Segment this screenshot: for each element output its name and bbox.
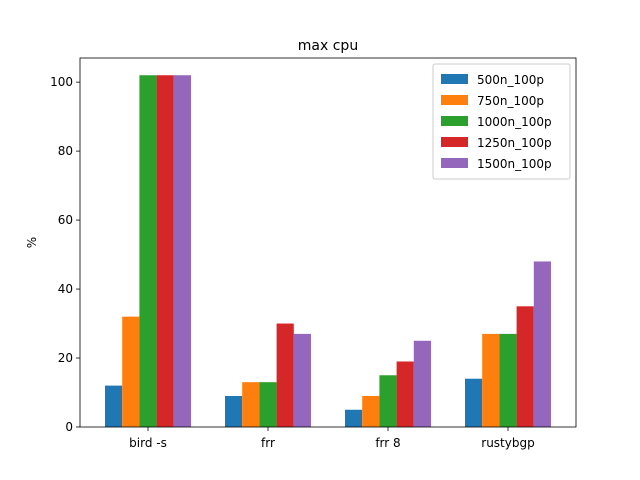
chart-title: max cpu	[298, 38, 358, 54]
bar-1500n_100p-bird--s	[173, 75, 191, 428]
plot-frame	[79, 57, 577, 428]
bar-1000n_100p-bird--s	[139, 75, 157, 428]
bar-750n_100p-frr-8	[362, 395, 380, 427]
legend-label: 500n_100p	[477, 73, 544, 87]
bar-1250n_100p-bird--s	[156, 75, 174, 428]
bar-1000n_100p-rustybgp	[499, 333, 517, 427]
x-tick-label: rustybgp	[481, 436, 534, 450]
bar-1500n_100p-frr-8	[413, 340, 431, 427]
bar-1000n_100p-frr	[259, 382, 277, 427]
axes-group: bird -s frr frr 8 rustybgp 0 20 40 60 80 100	[50, 57, 577, 450]
x-tick-label: bird -s	[129, 436, 167, 450]
bar-1250n_100p-frr	[276, 323, 294, 427]
legend-swatch	[441, 95, 468, 105]
bar-500n_100p-frr-8	[345, 409, 363, 427]
bar-750n_100p-frr	[242, 382, 260, 427]
bar-500n_100p-rustybgp	[465, 378, 483, 427]
bar-500n_100p-frr	[225, 395, 243, 427]
legend-label: 1000n_100p	[477, 115, 552, 129]
bar-1500n_100p-rustybgp	[533, 261, 551, 427]
legend-label: 1500n_100p	[477, 157, 552, 171]
x-tick-label: frr 8	[375, 436, 400, 450]
y-tick-label: 80	[58, 144, 73, 158]
y-axis-label: %	[25, 237, 39, 248]
legend-label: 750n_100p	[477, 94, 544, 108]
bar-1500n_100p-frr	[293, 333, 311, 427]
legend-label: 1250n_100p	[477, 136, 552, 150]
legend-box	[432, 63, 571, 180]
x-tick-label: frr	[261, 436, 275, 450]
y-tick-label: 40	[58, 282, 73, 296]
y-tick-label: 20	[58, 351, 73, 365]
bar-1250n_100p-frr-8	[396, 361, 414, 427]
legend-swatch	[441, 74, 468, 84]
legend: 500n_100p 750n_100p 1000n_100p 1250n_100p 15…	[432, 63, 571, 180]
bars-group	[105, 75, 551, 428]
legend-swatch	[441, 116, 468, 126]
bar-1000n_100p-frr-8	[379, 375, 397, 427]
y-tick-label: 60	[58, 213, 73, 227]
legend-swatch	[441, 137, 468, 147]
y-tick-label: 100	[50, 75, 73, 89]
bar-750n_100p-rustybgp	[482, 333, 500, 427]
legend-swatch	[441, 158, 468, 168]
bar-500n_100p-bird--s	[105, 385, 123, 427]
bar-750n_100p-bird--s	[122, 316, 140, 427]
y-tick-label: 0	[65, 420, 73, 434]
bar-1250n_100p-rustybgp	[516, 306, 534, 427]
